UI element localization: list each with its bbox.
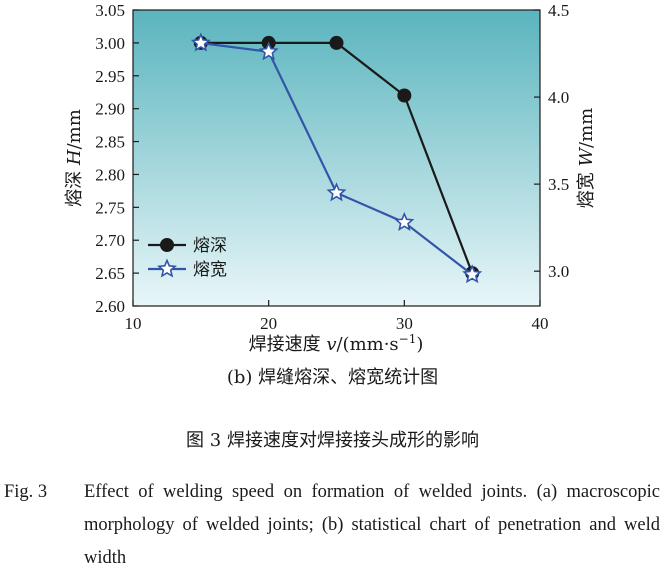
left-tick-label: 2.60 — [95, 297, 125, 316]
legend-item: 熔深 — [148, 236, 227, 256]
right-tick-label: 3.5 — [548, 175, 569, 194]
left-tick-label: 2.65 — [95, 264, 125, 283]
left-tick-label: 2.85 — [95, 133, 125, 152]
legend-label: 熔深 — [193, 236, 227, 256]
x-tick-label: 10 — [125, 314, 142, 333]
left-tick-label: 2.95 — [95, 67, 125, 86]
plot-area — [132, 9, 541, 307]
left-tick-label: 2.90 — [95, 100, 125, 119]
right-axis-ticks: 3.0 3.5 4.0 4.5 — [534, 1, 569, 281]
data-point-star — [190, 32, 211, 52]
series-layer — [190, 32, 483, 284]
figure-caption-text: Effect of welding speed on formation of … — [84, 482, 660, 568]
right-y-axis-label: 熔宽 W/mm — [576, 108, 597, 208]
figure-caption-chinese: 图 3 焊接速度对焊接接头成形的影响 — [186, 430, 479, 451]
left-tick-label: 2.80 — [95, 165, 125, 184]
legend-item: 熔宽 — [148, 258, 227, 280]
x-tick-label: 30 — [396, 314, 413, 333]
left-y-axis-label: 熔深 H/mm — [64, 109, 85, 207]
left-tick-label: 3.05 — [95, 1, 125, 20]
data-point-circle — [329, 35, 344, 50]
data-point-star — [394, 211, 415, 231]
series-2 — [190, 32, 483, 284]
data-point-star — [258, 41, 279, 61]
x-axis-label: 焊接速度 v/(mm·s−1) — [249, 332, 424, 355]
legend-label: 熔宽 — [193, 260, 227, 280]
x-axis-ticks: 10 20 30 40 — [125, 300, 549, 333]
chart: 2.60 2.65 2.70 2.75 2.80 2.85 2.90 2.95 3.00 3.05… — [64, 1, 597, 355]
legend-circle-marker — [160, 238, 174, 252]
right-tick-label: 4.5 — [548, 1, 569, 20]
series-1 — [193, 35, 480, 281]
figure-caption-english: Fig. 3 Effect of welding speed on format… — [4, 476, 660, 575]
legend-star-marker — [156, 258, 178, 278]
data-point-star — [326, 182, 347, 202]
figure-number: Fig. 3 — [4, 482, 48, 502]
left-tick-label: 3.00 — [95, 34, 125, 53]
left-axis-ticks: 2.60 2.65 2.70 2.75 2.80 2.85 2.90 2.95 3.00 3.05 — [95, 1, 139, 316]
x-tick-label: 40 — [532, 314, 549, 333]
data-point-circle — [397, 88, 412, 103]
x-tick-label: 20 — [260, 314, 277, 333]
right-tick-label: 4.0 — [548, 88, 569, 107]
data-point-star — [462, 264, 483, 284]
left-tick-label: 2.70 — [95, 231, 125, 250]
chart-subcaption: (b) 焊缝熔深、熔宽统计图 — [226, 367, 439, 388]
right-tick-label: 3.0 — [548, 262, 569, 281]
left-tick-label: 2.75 — [95, 198, 125, 217]
